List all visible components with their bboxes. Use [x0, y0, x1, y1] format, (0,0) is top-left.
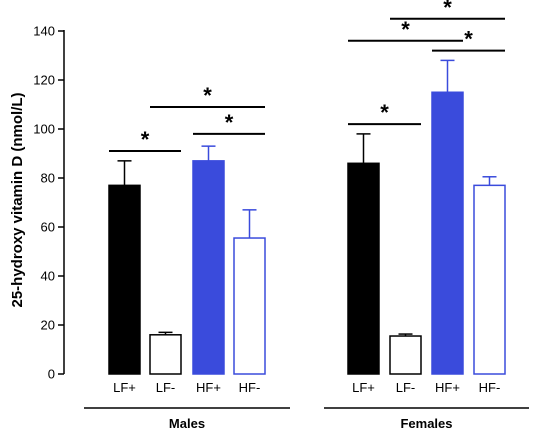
- y-axis-label: 25-hydroxy vitamin D (nmol/L): [9, 92, 26, 307]
- chart-marks: 0 20 40 60 80 100 120 140 LF+ LF- HF+ HF- Males * * * LF…: [33, 0, 529, 431]
- y-tick-label: 60: [41, 220, 55, 235]
- group-label: Females: [400, 416, 452, 431]
- significance-star: *: [141, 127, 150, 152]
- y-tick-label: 100: [33, 122, 55, 137]
- bar: [108, 184, 141, 375]
- significance-star: *: [464, 27, 473, 52]
- bar: [192, 160, 225, 375]
- y-tick-label: 0: [48, 367, 55, 382]
- x-tick-label: HF-: [479, 380, 501, 395]
- x-tick-label: LF-: [156, 380, 176, 395]
- significance-star: *: [443, 0, 452, 20]
- significance-star: *: [380, 100, 389, 125]
- y-tick-label: 140: [33, 24, 55, 39]
- y-tick-label: 20: [41, 318, 55, 333]
- significance-star: *: [225, 110, 234, 135]
- x-tick-label: HF-: [239, 380, 261, 395]
- bar: [149, 334, 182, 375]
- x-tick-label: LF+: [352, 380, 375, 395]
- bar: [347, 162, 380, 375]
- bar: [233, 237, 266, 375]
- group-label: Males: [169, 416, 205, 431]
- x-tick-label: HF+: [196, 380, 221, 395]
- y-tick-label: 80: [41, 171, 55, 186]
- bar: [431, 91, 464, 375]
- x-tick-label: HF+: [435, 380, 460, 395]
- x-tick-label: LF+: [113, 380, 136, 395]
- bar: [473, 184, 506, 375]
- x-tick-label: LF-: [396, 380, 416, 395]
- bar: [389, 335, 422, 375]
- significance-star: *: [401, 17, 410, 42]
- y-tick-label: 120: [33, 73, 55, 88]
- significance-star: *: [203, 83, 212, 108]
- y-tick-label: 40: [41, 269, 55, 284]
